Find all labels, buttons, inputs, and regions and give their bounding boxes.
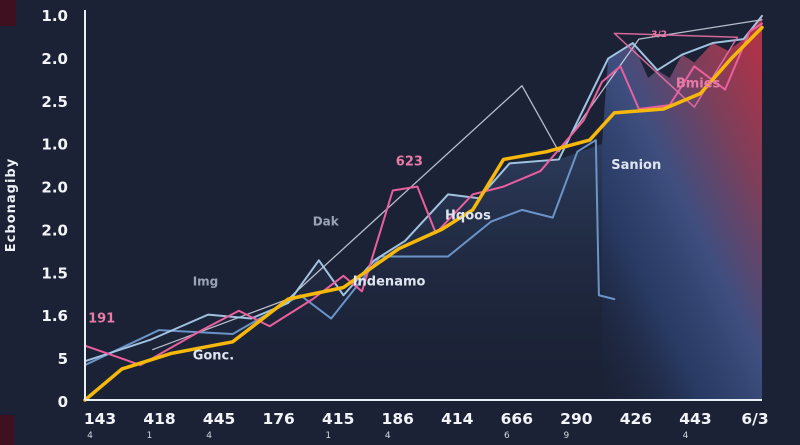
y-tick-label: 0 [58,393,68,411]
x-tick-sub-label: 4 [385,431,391,441]
y-tick-label: 2.5 [41,93,68,111]
x-tick-label: 426 [620,410,652,428]
x-tick-label: 6/3 [741,410,768,428]
y-tick-label: 1.0 [41,7,68,25]
x-tick-label: 445 [203,410,235,428]
right-gradient-mountain [601,15,762,400]
annotation: 623 [396,154,423,169]
annotation: Bmies [676,77,721,92]
annotation: Gonc. [193,348,235,363]
x-tick-sub-label: 4 [683,431,689,441]
x-tick-sub-label: 6 [504,431,510,441]
x-tick-label: 443 [679,410,711,428]
x-tick-sub-label: 1 [147,431,153,441]
series-white-ghost-line [152,19,763,351]
series-gold-line [83,25,764,402]
x-tick-label: 414 [441,410,474,428]
x-tick-sub-label: 4 [206,431,212,441]
series-steel-blue-line [84,139,616,367]
x-tick-label: 290 [560,410,593,428]
y-tick-label: 1.0 [41,136,68,154]
x-tick-label: 143 [84,410,116,428]
y-tick-label: 5 [58,350,68,368]
y-tick-label: 2.0 [41,221,68,239]
annotation: Sanion [611,158,661,173]
annotation: Dak [313,214,340,228]
x-tick-sub-label: 1 [325,431,331,441]
annotation: Indenamo [353,275,426,290]
x-tick-label: 186 [382,410,414,428]
series-pink-polygon-outline [613,32,739,108]
annotation: 3/2 [651,30,667,40]
mid-fill-area [85,143,602,401]
x-tick-label: 418 [143,410,175,428]
x-tick-label: 666 [501,410,533,428]
annotation: 191 [88,311,115,326]
annotation: Hqoos [445,209,491,224]
y-tick-label: 2.0 [41,179,68,197]
x-tick-label: 176 [262,410,294,428]
y-tick-label: 2.0 [41,50,68,68]
y-tick-label: 1.5 [41,264,68,282]
annotation: Img [193,275,219,289]
x-tick-sub-label: 9 [563,431,569,441]
x-tick-label: 415 [322,410,354,428]
x-tick-sub-label: 4 [87,431,93,441]
y-tick-label: 1.6 [41,307,68,325]
